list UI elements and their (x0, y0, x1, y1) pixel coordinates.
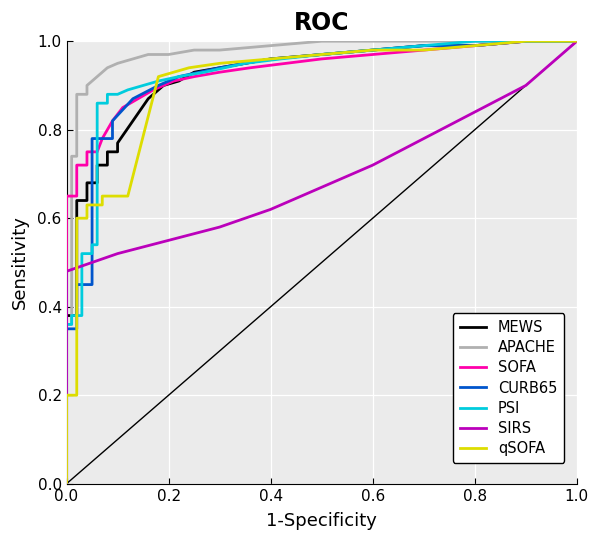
Y-axis label: Sensitivity: Sensitivity (11, 215, 29, 309)
X-axis label: 1-Specificity: 1-Specificity (266, 512, 377, 530)
Legend: MEWS, APACHE, SOFA, CURB65, PSI, SIRS, qSOFA: MEWS, APACHE, SOFA, CURB65, PSI, SIRS, q… (452, 313, 565, 463)
Title: ROC: ROC (294, 11, 349, 35)
